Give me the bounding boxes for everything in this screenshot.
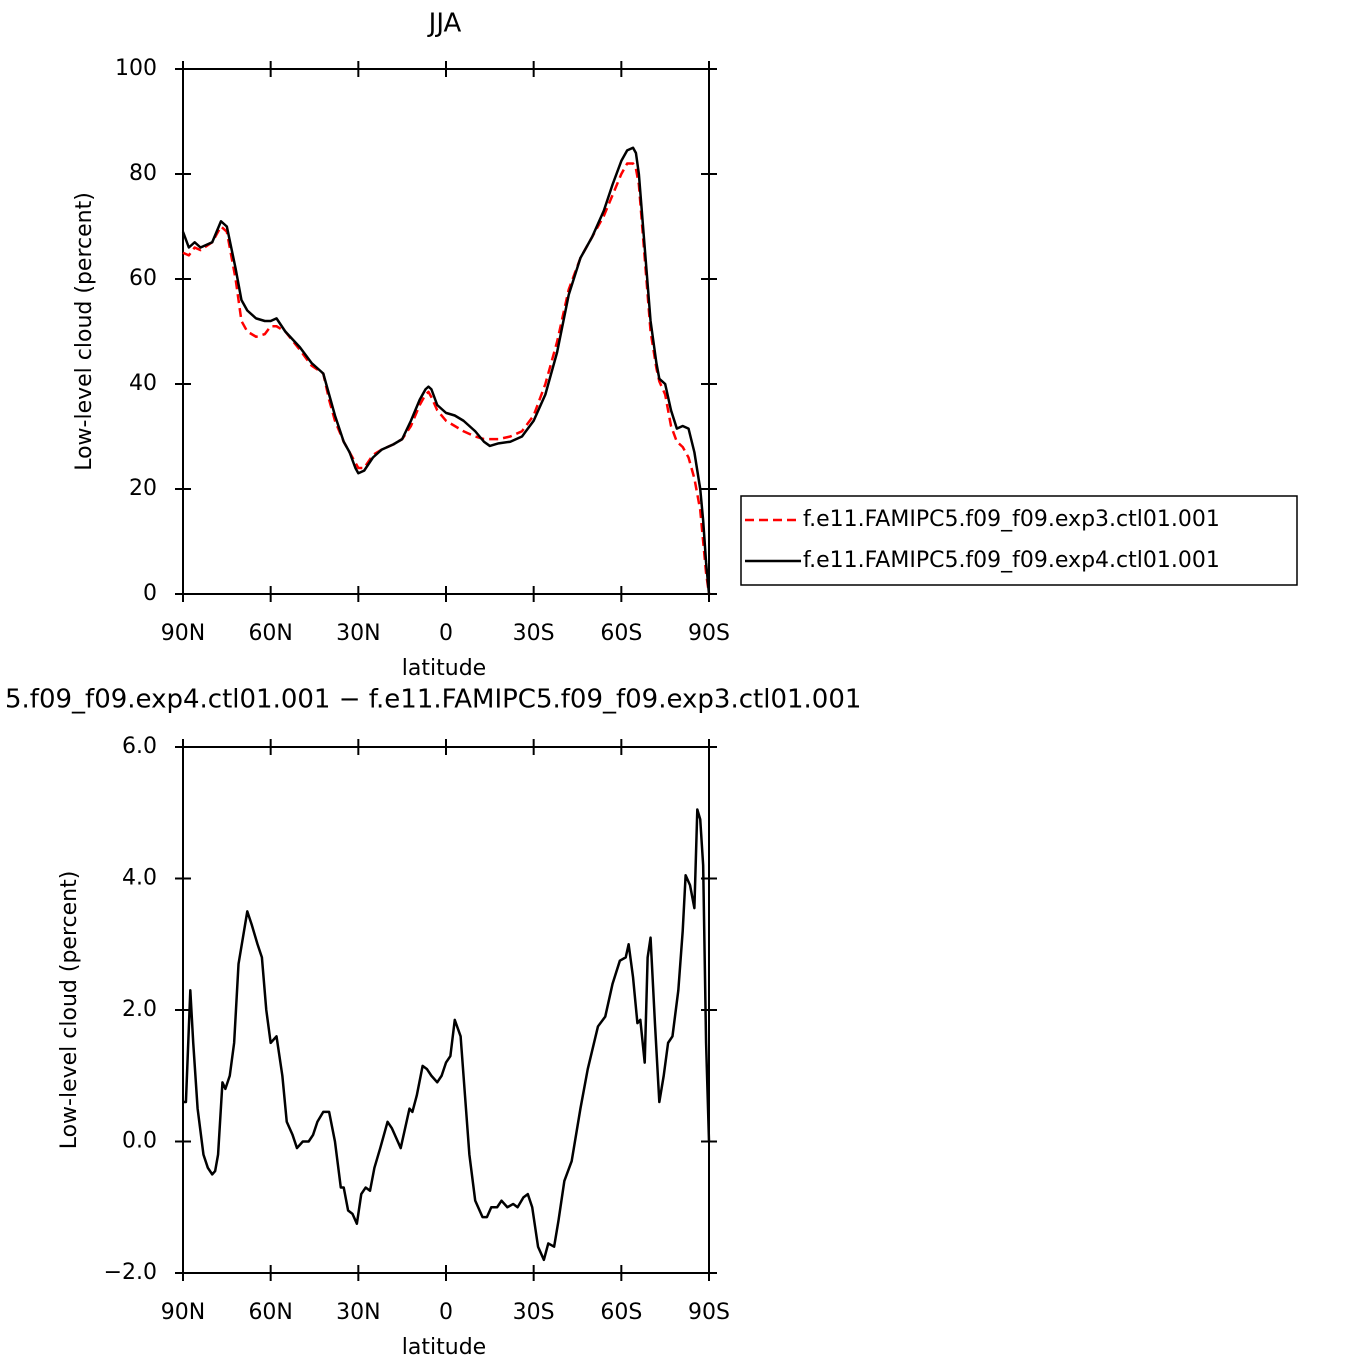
x-tick-label: 90S	[688, 1300, 730, 1325]
x-tick-label: 90N	[161, 621, 205, 646]
x-tick-label: 60S	[600, 621, 642, 646]
chart-title: JJA	[427, 9, 462, 39]
y-tick-label: 40	[129, 371, 157, 396]
x-tick-label: 90N	[161, 1300, 205, 1325]
y-axis-label: Low-level cloud (percent)	[57, 871, 82, 1150]
legend-label: f.e11.FAMIPC5.f09_f09.exp3.ctl01.001	[803, 507, 1220, 532]
y-tick-label: 20	[129, 476, 157, 501]
x-tick-label: 60N	[248, 1300, 292, 1325]
y-tick-label: 0.0	[122, 1129, 157, 1154]
x-tick-label: 30S	[513, 1300, 555, 1325]
legend-box	[740, 495, 1298, 586]
y-tick-label: 60	[129, 266, 157, 291]
y-tick-label: 80	[129, 161, 157, 186]
plot-frame	[182, 746, 710, 1274]
x-axis-label: latitude	[402, 1335, 486, 1360]
data-line	[182, 162, 711, 595]
data-line	[183, 808, 711, 1262]
legend-label: f.e11.FAMIPC5.f09_f09.exp4.ctl01.001	[803, 548, 1220, 573]
x-tick-label: 30N	[336, 621, 380, 646]
x-tick-label: 30N	[336, 1300, 380, 1325]
x-tick-label: 30S	[513, 621, 555, 646]
y-tick-label: −2.0	[104, 1260, 157, 1285]
y-tick-label: 2.0	[122, 997, 157, 1022]
data-line	[181, 146, 711, 595]
x-tick-label: 60S	[600, 1300, 642, 1325]
y-tick-label: 4.0	[122, 866, 157, 891]
x-tick-label: 0	[439, 621, 453, 646]
y-axis-label: Low-level cloud (percent)	[72, 192, 97, 471]
x-axis-label: latitude	[402, 656, 486, 681]
y-tick-label: 6.0	[122, 734, 157, 759]
x-tick-label: 60N	[248, 621, 292, 646]
y-tick-label: 0	[143, 581, 157, 606]
x-tick-label: 0	[439, 1300, 453, 1325]
x-tick-label: 90S	[688, 621, 730, 646]
y-tick-label: 100	[115, 56, 157, 81]
chart-title: 5.f09_f09.exp4.ctl01.001 − f.e11.FAMIPC5…	[5, 685, 861, 715]
